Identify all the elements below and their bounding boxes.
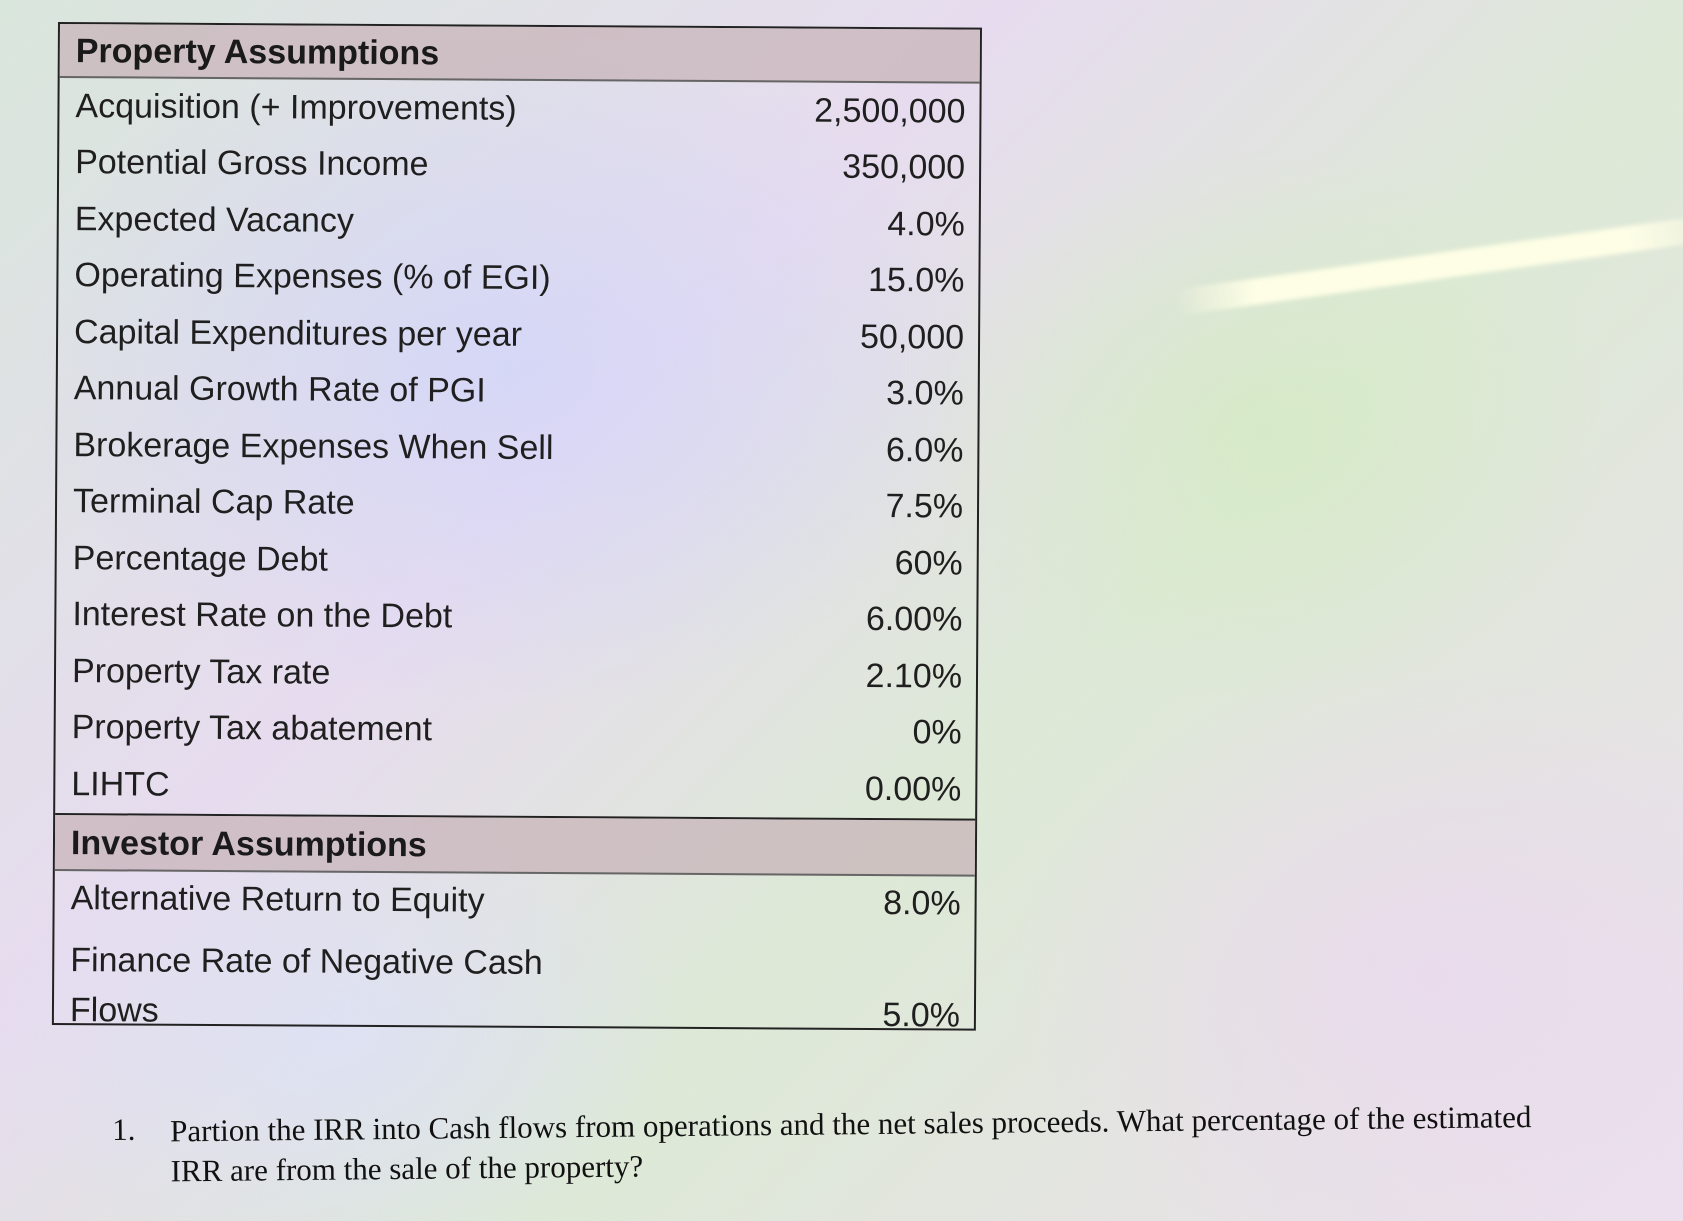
row-value: 7.5%: [885, 487, 964, 526]
row-label: Terminal Cap Rate: [72, 482, 355, 523]
row-value: 3.0%: [886, 374, 964, 413]
table-row: Expected Vacancy 4.0%: [59, 191, 979, 253]
table-row: Brokerage Expenses When Sell 6.0%: [57, 417, 977, 479]
row-label: Potential Gross Income: [75, 143, 429, 184]
property-assumptions-header: Property Assumptions: [59, 24, 980, 84]
table-row: Capital Expenditures per year 50,000: [58, 304, 978, 366]
row-value: 6.00%: [865, 600, 963, 639]
row-label: Annual Growth Rate of PGI: [73, 369, 486, 410]
question-text: Partion the IRR into Cash flows from ope…: [170, 1099, 1532, 1189]
table-row: Percentage Debt 60%: [57, 530, 977, 592]
table-row: Annual Growth Rate of PGI 3.0%: [58, 361, 978, 423]
table-row: Terminal Cap Rate 7.5%: [57, 474, 977, 536]
row-label: Property Tax rate: [71, 651, 331, 692]
assumptions-table: Property Assumptions Acquisition (+ Impr…: [51, 22, 982, 1035]
row-label: Expected Vacancy: [74, 199, 355, 240]
row-value: 0.00%: [864, 769, 962, 809]
row-label: Capital Expenditures per year: [73, 312, 523, 354]
row-value: 4.0%: [887, 204, 965, 244]
row-label-line2: Flows: [69, 991, 159, 1030]
row-value: 50,000: [859, 317, 965, 357]
question-item: 1. Partion the IRR into Cash flows from …: [112, 1097, 1573, 1192]
table-row: Potential Gross Income 350,000: [59, 135, 979, 197]
row-value: 0%: [912, 713, 962, 752]
row-value: 60%: [894, 543, 963, 583]
table-row: Alternative Return to Equity 8.0%: [54, 870, 974, 932]
table-row: Finance Rate of Negative Cash Flows 5.0%: [54, 927, 975, 1034]
investor-assumptions-header: Investor Assumptions: [54, 814, 976, 877]
row-label: Operating Expenses (% of EGI): [74, 256, 551, 298]
table-row: Interest Rate on the Debt 6.00%: [56, 587, 976, 649]
question-number: 1.: [112, 1111, 136, 1147]
table-row: Property Tax rate 2.10%: [56, 643, 976, 705]
table-row: Operating Expenses (% of EGI) 15.0%: [58, 248, 978, 310]
row-label-line1: Finance Rate of Negative Cash: [70, 941, 543, 982]
row-label: Brokerage Expenses When Sell: [73, 425, 554, 467]
screen-glare: [1173, 214, 1683, 316]
table-row: Acquisition (+ Improvements) 2,500,000: [59, 78, 979, 140]
row-value: 350,000: [842, 148, 966, 187]
table-row: LIHTC 0.00%: [55, 756, 975, 818]
row-value: 8.0%: [883, 884, 961, 923]
row-label: Acquisition (+ Improvements): [75, 86, 517, 128]
row-label: LIHTC: [71, 764, 170, 804]
row-value: 5.0%: [882, 996, 961, 1035]
row-label: Finance Rate of Negative Cash Flows: [70, 935, 543, 1038]
investor-section: Investor Assumptions Alternative Return …: [53, 812, 976, 1035]
row-value: 2,500,000: [814, 91, 966, 131]
table-row: Property Tax abatement 0%: [56, 699, 976, 761]
row-value: 6.0%: [885, 430, 964, 470]
row-label: Property Tax abatement: [71, 708, 433, 749]
row-value: 15.0%: [867, 261, 965, 300]
row-value: 2.10%: [865, 656, 963, 696]
property-rows: Acquisition (+ Improvements) 2,500,000 Po…: [55, 78, 979, 818]
row-label: Alternative Return to Equity: [70, 879, 485, 920]
row-label: Percentage Debt: [72, 538, 329, 579]
row-label: Interest Rate on the Debt: [72, 595, 453, 636]
